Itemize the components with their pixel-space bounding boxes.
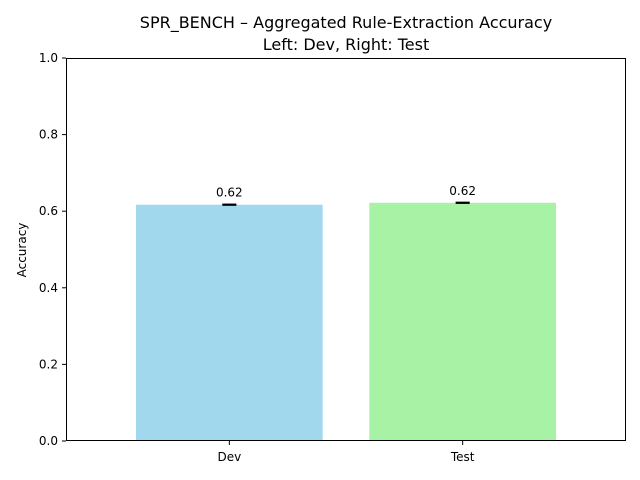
chart-subtitle: Left: Dev, Right: Test	[263, 35, 430, 54]
bar-test	[369, 202, 556, 441]
data-label-test: 0.62	[449, 184, 476, 198]
x-axis-ticks: Dev Test	[217, 441, 475, 464]
x-tick-label-dev: Dev	[217, 450, 241, 464]
x-tick-label-test: Test	[450, 450, 475, 464]
error-bar-dev	[222, 203, 237, 206]
y-tick-label: 0.2	[39, 357, 58, 371]
y-tick-label: 0.0	[39, 434, 58, 448]
y-tick-label: 0.8	[39, 128, 58, 142]
chart-title: SPR_BENCH – Aggregated Rule-Extraction A…	[140, 13, 552, 33]
y-axis-ticks: 0.0 0.2 0.4 0.6 0.8 1.0	[39, 51, 66, 448]
error-bars-layer	[222, 201, 470, 206]
bar-dev	[136, 204, 323, 441]
data-label-dev: 0.62	[216, 186, 243, 200]
data-labels-layer: 0.62 0.62	[216, 184, 476, 200]
bars-layer	[136, 202, 556, 441]
y-axis-label: Accuracy	[15, 223, 29, 278]
plot-frame	[66, 58, 626, 441]
y-tick-label: 0.4	[39, 281, 58, 295]
y-tick-label: 1.0	[39, 51, 58, 65]
y-tick-label: 0.6	[39, 204, 58, 218]
error-bar-test	[455, 201, 470, 204]
